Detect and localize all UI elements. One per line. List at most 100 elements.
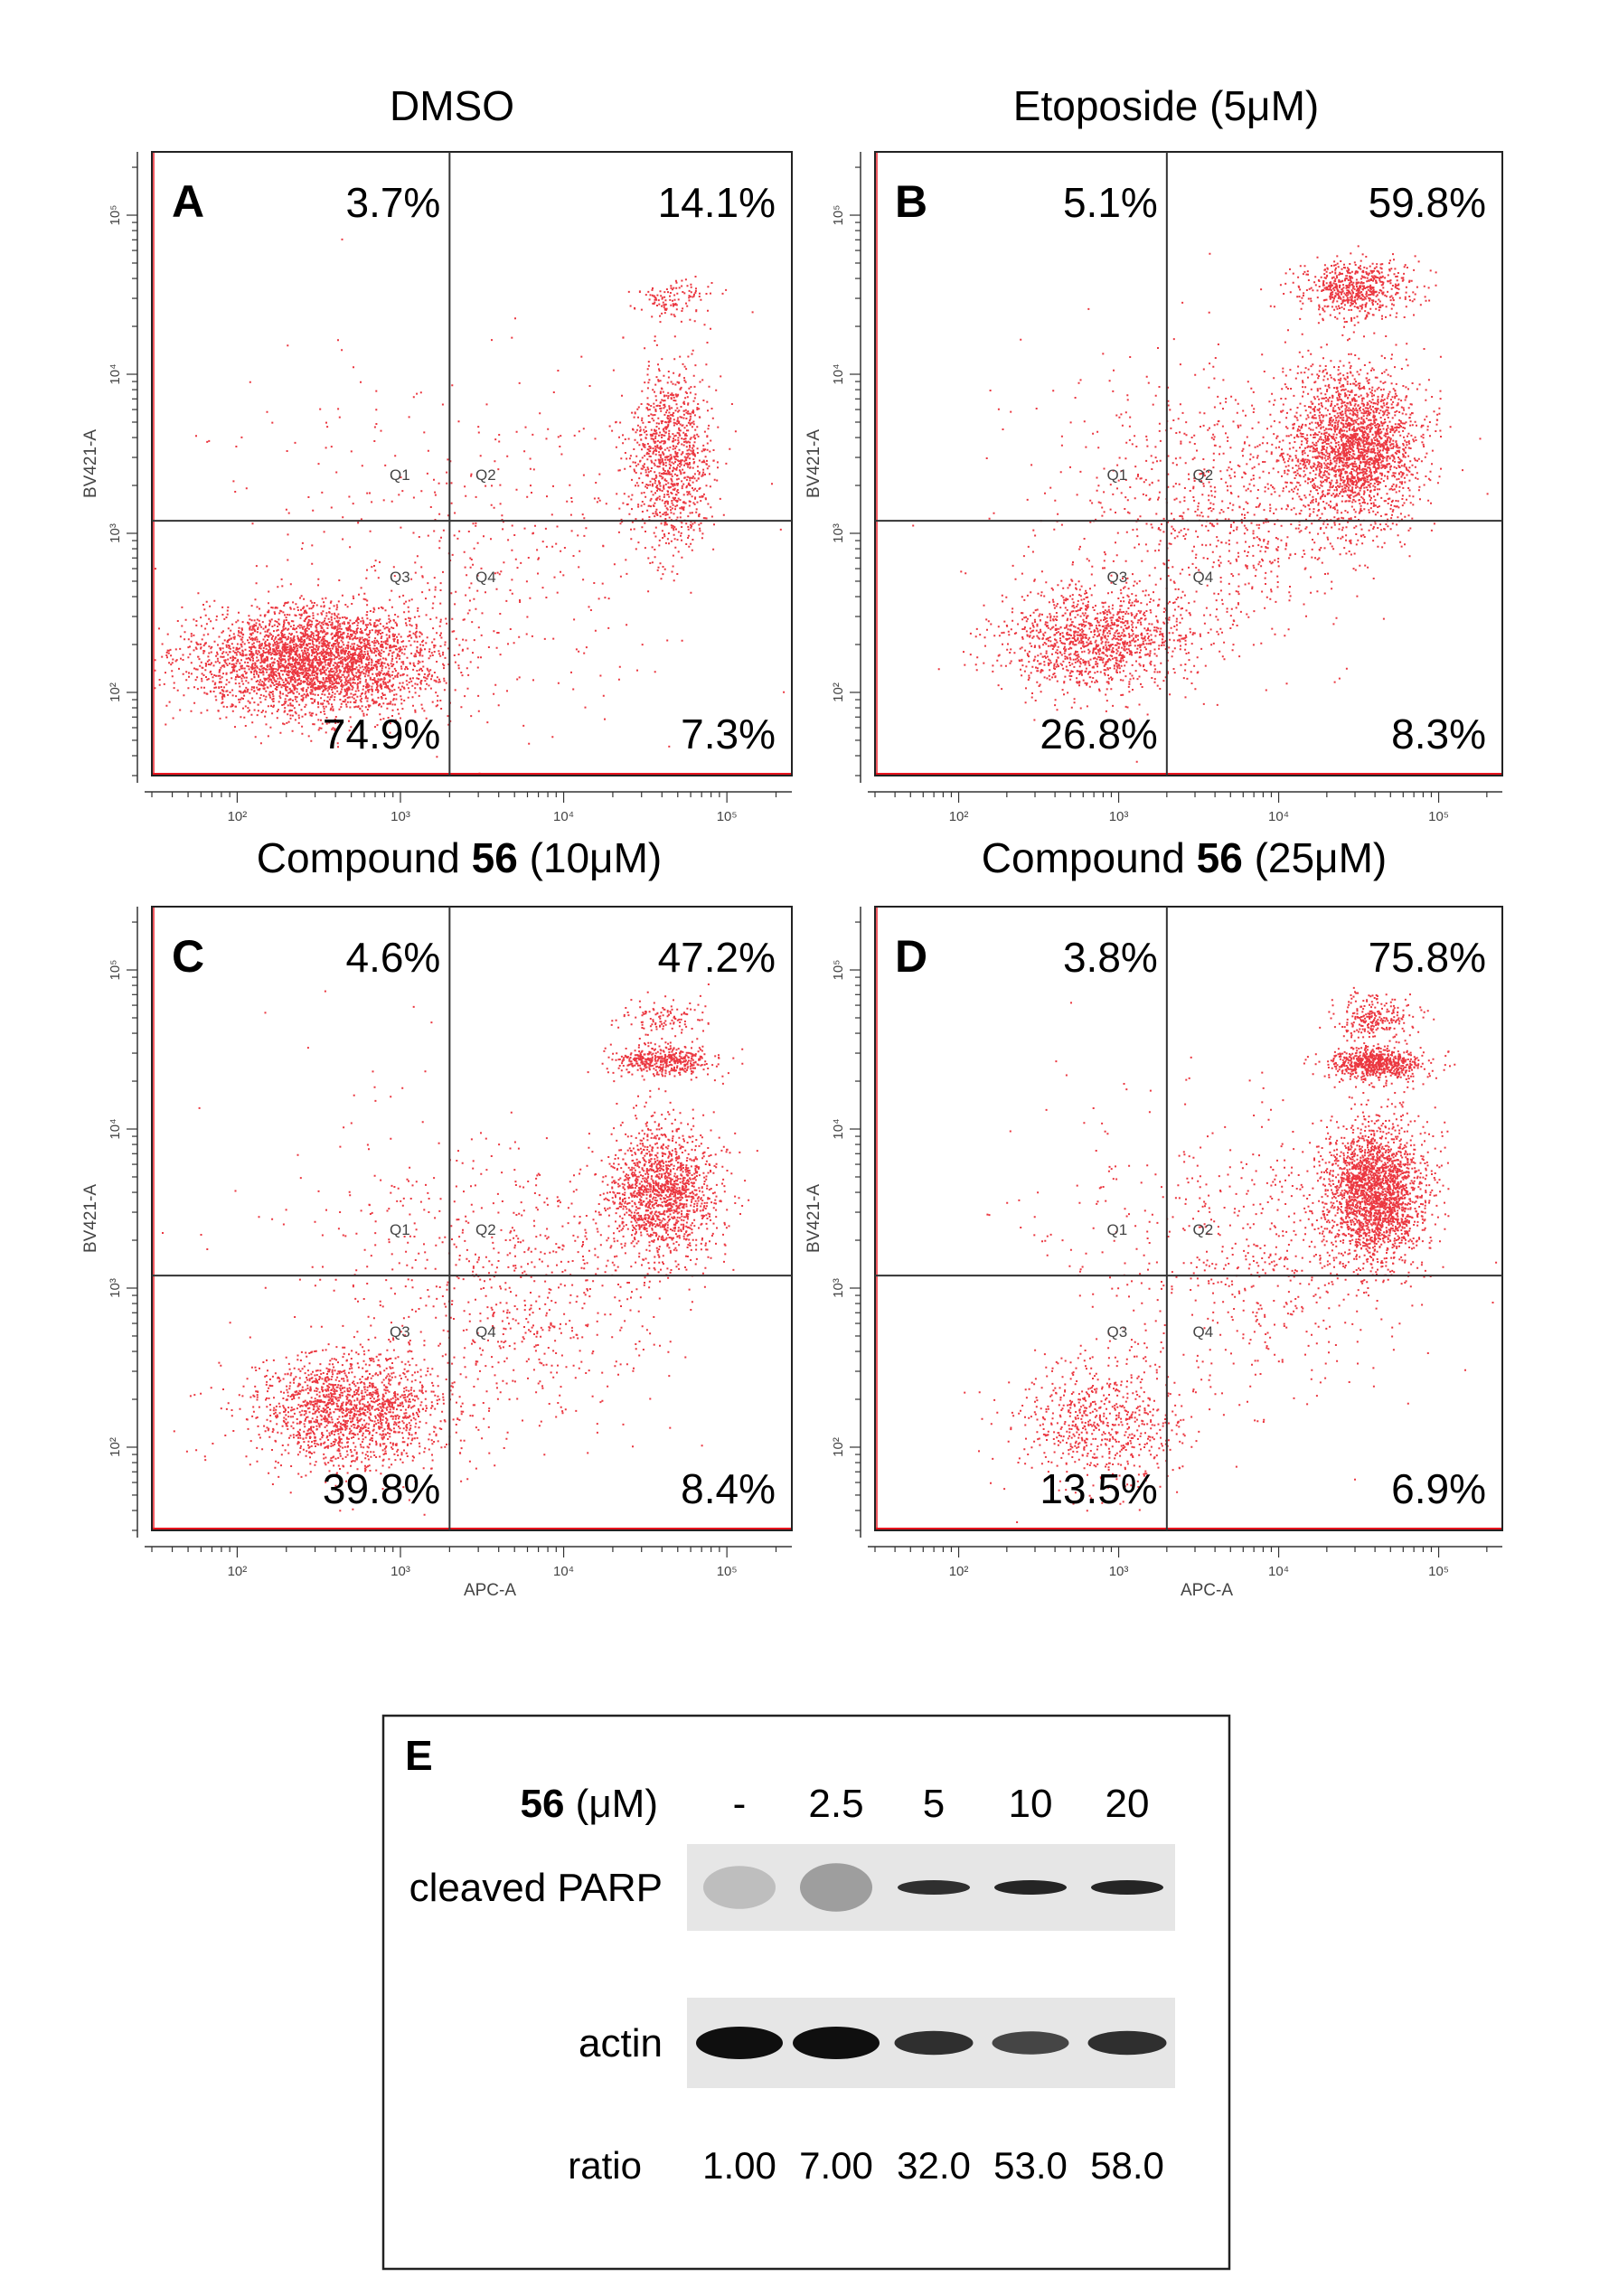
axis-edge-events [152, 152, 155, 776]
blot-band [793, 2027, 880, 2059]
x-tick-label: 10⁴ [553, 809, 574, 824]
quadrant-name: Q2 [1192, 466, 1213, 484]
x-tick-label: 10⁴ [1268, 1564, 1289, 1579]
quadrant-percent-q3: 39.8% [323, 1465, 440, 1512]
y-axis: 10² 10³ 10⁴ 10⁵ BV421-A [804, 152, 861, 783]
panel-title-part: 56 [1197, 834, 1243, 881]
scatter-points [964, 965, 1498, 1523]
y-tick-label: 10² [108, 1437, 123, 1457]
y-axis-label: BV421-A [81, 429, 100, 498]
panel-title-part: DMSO [390, 82, 514, 129]
axis-edge-events [152, 1528, 792, 1530]
quadrant-name: Q2 [475, 466, 496, 484]
quadrant-name: Q1 [1106, 1221, 1127, 1238]
y-tick-label: 10⁴ [108, 1118, 123, 1139]
y-tick-label: 10² [831, 1437, 846, 1457]
y-tick-label: 10⁴ [831, 363, 846, 384]
quadrant-percent-q3: 74.9% [323, 710, 440, 757]
y-tick-label: 10² [831, 682, 846, 702]
panel-letter: D [895, 931, 927, 982]
y-tick-label: 10³ [108, 523, 123, 543]
blot-band [1087, 2030, 1167, 2056]
quadrant-name: Q4 [1192, 1323, 1213, 1341]
x-tick-label: 10⁵ [717, 809, 738, 824]
blot-band [703, 1866, 776, 1909]
panel-title: Compound 56 (10μM) [257, 834, 662, 881]
lane-concentration: 2.5 [808, 1782, 863, 1826]
x-tick-label: 10² [949, 809, 969, 824]
panel-title-part: (25μM) [1243, 834, 1387, 881]
x-axis-label: APC-A [464, 1581, 516, 1600]
ratio-value: 1.00 [702, 2144, 776, 2187]
quadrant-name: Q3 [390, 1323, 410, 1341]
quadrant-percent-q3: 26.8% [1040, 710, 1157, 757]
quadrant-percent-q4: 8.4% [681, 1465, 776, 1512]
axis-edge-events [875, 152, 878, 776]
quadrant-percent-q1: 4.6% [345, 934, 440, 981]
y-axis: 10² 10³ 10⁴ 10⁵ BV421-A [81, 907, 138, 1538]
lane-concentration: 20 [1106, 1782, 1150, 1826]
quadrant-percent-q1: 3.8% [1063, 934, 1158, 981]
x-tick-label: 10³ [390, 1564, 410, 1579]
axis-edge-events [152, 907, 155, 1530]
blot-row-label: actin [579, 2021, 663, 2065]
y-axis-label: BV421-A [804, 1184, 823, 1253]
axis-edge-events [875, 907, 878, 1530]
y-tick-label: 10⁵ [831, 205, 846, 226]
quadrant-name: Q1 [390, 1221, 410, 1238]
x-tick-label: 10⁴ [1268, 809, 1289, 824]
panel-title: Compound 56 (25μM) [982, 834, 1387, 881]
blot-row-label: cleaved PARP [409, 1866, 663, 1910]
lane-concentration: - [733, 1782, 747, 1826]
y-tick-label: 10² [108, 682, 123, 702]
event-dots [154, 238, 786, 775]
quadrant-name: Q1 [390, 466, 410, 484]
ratio-value: 53.0 [993, 2144, 1068, 2187]
x-tick-label: 10³ [1109, 1564, 1129, 1579]
x-tick-label: 10⁵ [1428, 1564, 1449, 1579]
blot-band [898, 1880, 970, 1895]
y-tick-label: 10⁵ [831, 960, 846, 981]
quadrant-name: Q4 [475, 569, 496, 586]
y-tick-label: 10⁵ [108, 205, 123, 226]
y-tick-label: 10³ [108, 1278, 123, 1298]
x-tick-label: 10⁴ [553, 1564, 574, 1579]
blot-band [992, 2031, 1069, 2055]
quadrant-name: Q4 [1192, 569, 1213, 586]
quadrant-percent-q2: 75.8% [1369, 934, 1486, 981]
axis-edge-events [152, 773, 792, 776]
panel-letter: E [405, 1732, 433, 1779]
quadrant-percent-q4: 6.9% [1391, 1465, 1486, 1512]
event-dots [964, 965, 1498, 1523]
scatter-points [912, 245, 1489, 763]
x-tick-label: 10² [228, 1564, 248, 1579]
x-axis: 10² 10³ 10⁴ 10⁵ [868, 791, 1502, 824]
flow-panel-d: Compound 56 (25μM) Q1 Q2 Q3 Q4 3.8% 75.8% 13.5%… [804, 834, 1503, 1600]
panel-title: DMSO [390, 82, 514, 129]
quadrant-percent-q2: 47.2% [658, 934, 776, 981]
panel-title: Etoposide (5μM) [1013, 82, 1319, 129]
lane-concentration: 5 [923, 1782, 945, 1826]
blot-row-cleaved-parp: cleaved PARP [409, 1844, 1175, 1931]
x-tick-label: 10² [228, 809, 248, 824]
x-tick-label: 10⁵ [717, 1564, 738, 1579]
x-axis: 10² 10³ 10⁴ 10⁵ APC-A [868, 1546, 1502, 1600]
scatter-points [162, 983, 758, 1516]
quadrant-percent-q2: 59.8% [1369, 179, 1486, 226]
quadrant-percent-q2: 14.1% [658, 179, 776, 226]
event-dots [162, 983, 758, 1516]
flow-panel-c: Compound 56 (10μM) Q1 Q2 Q3 Q4 4.6% 47.2% 39.8%… [81, 834, 793, 1600]
y-tick-label: 10⁵ [108, 960, 123, 981]
plot-frame [874, 151, 1503, 776]
plot-frame [151, 151, 793, 776]
blot-row-actin: actin [579, 1998, 1175, 2088]
quadrant-percent-q3: 13.5% [1040, 1465, 1157, 1512]
blot-band [994, 1880, 1067, 1895]
y-axis-label: BV421-A [81, 1184, 100, 1253]
x-tick-label: 10⁵ [1428, 809, 1449, 824]
western-blot-panel-e: E 56 (μM) - 2.5 5 10 20 cleaved PARP actin ratio 1… [381, 1714, 1231, 2271]
quadrant-name: Q2 [475, 1221, 496, 1238]
y-axis: 10² 10³ 10⁴ 10⁵ BV421-A [81, 152, 138, 783]
panel-title-part: Compound [257, 834, 472, 881]
